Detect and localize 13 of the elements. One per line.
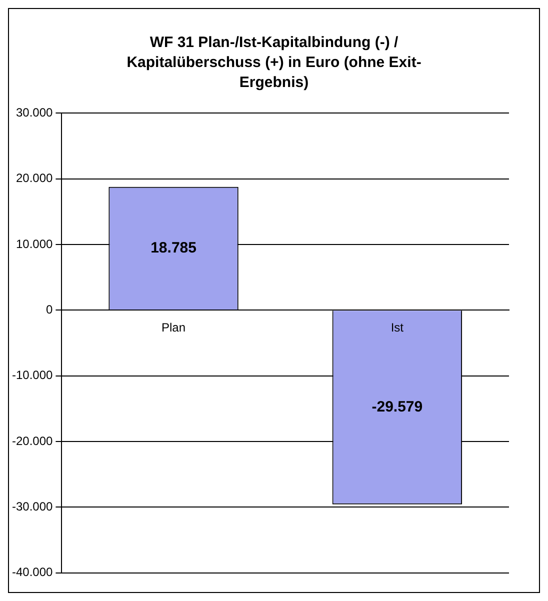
- y-tick-label: 20.000: [16, 171, 54, 186]
- y-tick-label: 10.000: [16, 236, 54, 251]
- y-tick-label: -10.000: [12, 368, 54, 382]
- y-tick-label: -20.000: [12, 434, 54, 448]
- x-tick-label: Ist: [390, 320, 404, 334]
- y-tick-label: 30.000: [16, 106, 54, 120]
- x-tick-label: Plan: [162, 320, 186, 334]
- data-label: 18.785: [150, 239, 196, 256]
- y-tick-label: 0: [46, 302, 54, 316]
- y-tick-label: -40.000: [12, 565, 54, 580]
- chart-title: WF 31 Plan-/Ist-Kapitalbindung (-) / Kapitalüberschuss (+) in Euro (ohne Exit-Ergebnis): [126, 33, 422, 93]
- data-label: -29.579: [372, 398, 423, 416]
- y-tick-label: -30.000: [12, 499, 54, 514]
